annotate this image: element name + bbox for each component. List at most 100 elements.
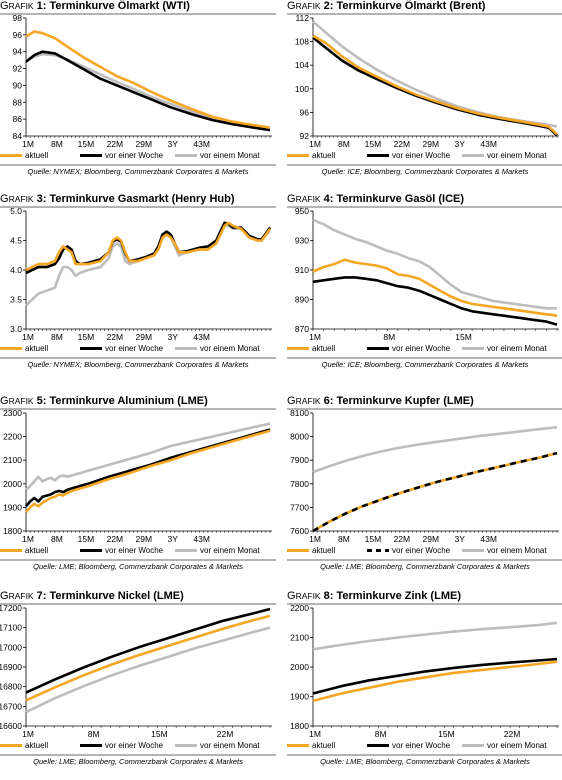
x-tick-label: 29M	[423, 534, 440, 544]
source-note: Quelle: LME; Bloomberg, Commerzbank Corp…	[320, 757, 530, 766]
legend-label: vor einem Monat	[487, 344, 547, 353]
y-tick-label: 2100	[3, 455, 22, 465]
y-tick-label: 7800	[290, 479, 309, 489]
y-tick-label: 930	[295, 236, 309, 246]
y-tick-label: 1900	[3, 502, 22, 512]
grafik-rest: RAFIK	[8, 396, 34, 406]
legend-item-aktuell: aktuell	[287, 344, 335, 353]
top-rule	[287, 13, 562, 15]
source-note: Quelle: ICE; Bloomberg, Commerzbank Corp…	[321, 360, 529, 369]
chart-title: GRAFIK 6: Terminkurve Kupfer (LME)	[287, 395, 562, 407]
y-tick-label: 17200	[0, 603, 22, 613]
x-tick-label: 29M	[136, 534, 153, 544]
chart-plot: 1800 1900 2000 2100 2200 2300 1M 8M 15M 22M 29M 3Y 4…	[3, 408, 272, 544]
legend-swatch	[367, 154, 389, 158]
legend-item-aktuell: aktuell	[287, 546, 335, 555]
grafik-initial: G	[287, 193, 296, 205]
chart-title: GRAFIK 2: Terminkurve Ölmarkt (Brent)	[287, 0, 562, 12]
legend-swatch	[175, 744, 197, 748]
series-line-aktuell	[312, 34, 558, 136]
x-tick-label: 1M	[309, 729, 321, 739]
chart-title: GRAFIK 4: Terminkurve Gasöl (ICE)	[287, 193, 562, 205]
y-tick-label: 17000	[0, 642, 22, 652]
legend: aktuell vor einer Woche vor einem Monat	[0, 546, 276, 560]
legend-label: vor einem Monat	[487, 151, 547, 160]
chart-title: GRAFIK 7: Terminkurve Nickel (LME)	[0, 590, 276, 602]
y-tick-label: 92	[13, 64, 23, 74]
legend-item-monat: vor einem Monat	[462, 741, 547, 750]
y-tick-label: 94	[13, 47, 23, 57]
legend-swatch	[287, 347, 309, 351]
y-tick-label: 7700	[290, 502, 309, 512]
x-tick-label: 3Y	[168, 139, 179, 149]
y-tick-label: 870	[295, 324, 309, 334]
legend-item-monat: vor einem Monat	[175, 546, 260, 555]
y-tick-label: 2200	[290, 603, 309, 613]
legend-item-woche: vor einer Woche	[80, 151, 163, 160]
x-tick-label: 43M	[193, 332, 210, 342]
chart-title: GRAFIK 3: Terminkurve Gasmarkt (Henry Hu…	[0, 193, 276, 205]
top-rule	[0, 13, 276, 15]
grafik-number: 2:	[320, 0, 337, 12]
legend-swatch	[367, 347, 389, 351]
grafik-initial: G	[287, 590, 296, 602]
series-line-aktuell	[312, 660, 558, 703]
y-tick-label: 88	[13, 97, 23, 107]
series-line-aktuell	[25, 30, 271, 129]
x-tick-label: 15M	[78, 332, 95, 342]
x-tick-label: 29M	[136, 139, 153, 149]
chart-title: GRAFIK 5: Terminkurve Aluminium (LME)	[0, 395, 276, 407]
chart-plot: 3.0 3.5 4.0 4.5 5.0 1M 8M 15M 22M 29M 3Y 43M	[10, 206, 272, 342]
legend-item-aktuell: aktuell	[0, 344, 48, 353]
x-tick-label: 1M	[309, 332, 321, 342]
grafik-number: 8:	[320, 590, 337, 602]
y-tick-label: 910	[295, 265, 309, 275]
chart-panel-8: GRAFIK 8: Terminkurve Zink (LME) 1800 1900…	[287, 590, 562, 780]
legend-label: aktuell	[25, 741, 49, 750]
bottom-rule	[0, 559, 276, 561]
bottom-rule	[0, 164, 276, 166]
legend-item-monat: vor einem Monat	[462, 151, 547, 160]
legend-swatch	[80, 549, 102, 553]
bottom-rule	[287, 754, 562, 756]
series-line-aktuell	[25, 221, 272, 272]
series-line-aktuell	[312, 258, 558, 317]
x-tick-label: 8M	[338, 139, 350, 149]
bottom-rule	[0, 357, 276, 359]
legend-label: vor einer Woche	[392, 151, 451, 160]
y-tick-label: 950	[295, 206, 309, 216]
x-tick-label: 3Y	[455, 139, 466, 149]
grafik-rest: RAFIK	[8, 1, 34, 11]
legend: aktuell vor einer Woche vor einem Monat	[0, 151, 276, 165]
series-line-aktuell	[25, 614, 271, 702]
chart-panel-3: GRAFIK 3: Terminkurve Gasmarkt (Henry Hu…	[0, 193, 276, 383]
grafik-initial: G	[0, 395, 9, 407]
grafik-rest: RAFIK	[295, 591, 321, 601]
legend-item-monat: vor einem Monat	[175, 344, 260, 353]
legend: aktuell vor einer Woche vor einem Monat	[287, 741, 562, 755]
y-tick-label: 4.5	[10, 236, 22, 246]
legend: aktuell vor einer Woche vor einem Monat	[0, 344, 276, 358]
legend-swatch	[175, 347, 197, 351]
legend-label: aktuell	[312, 344, 336, 353]
series-line-monat	[312, 425, 558, 474]
y-tick-label: 1800	[290, 721, 309, 731]
legend-item-monat: vor einem Monat	[175, 741, 260, 750]
bottom-rule	[0, 754, 276, 756]
x-tick-label: 29M	[423, 139, 440, 149]
grafik-number: 5:	[33, 395, 50, 407]
chart-plot: 1800 1900 2000 2100 2200 1M 8M 15M 22M	[290, 603, 559, 739]
x-tick-label: 15M	[151, 729, 168, 739]
x-tick-label: 22M	[107, 332, 124, 342]
y-tick-label: 2000	[290, 662, 309, 672]
x-tick-label: 8M	[375, 729, 387, 739]
x-tick-label: 8M	[383, 332, 395, 342]
top-rule	[287, 408, 562, 410]
legend-item-monat: vor einem Monat	[175, 151, 260, 160]
legend-swatch	[80, 154, 102, 158]
x-tick-label: 8M	[338, 534, 350, 544]
grafik-rest: RAFIK	[8, 591, 34, 601]
legend-label: vor einem Monat	[200, 344, 260, 353]
legend-label: vor einem Monat	[200, 741, 260, 750]
x-tick-label: 22M	[394, 139, 411, 149]
